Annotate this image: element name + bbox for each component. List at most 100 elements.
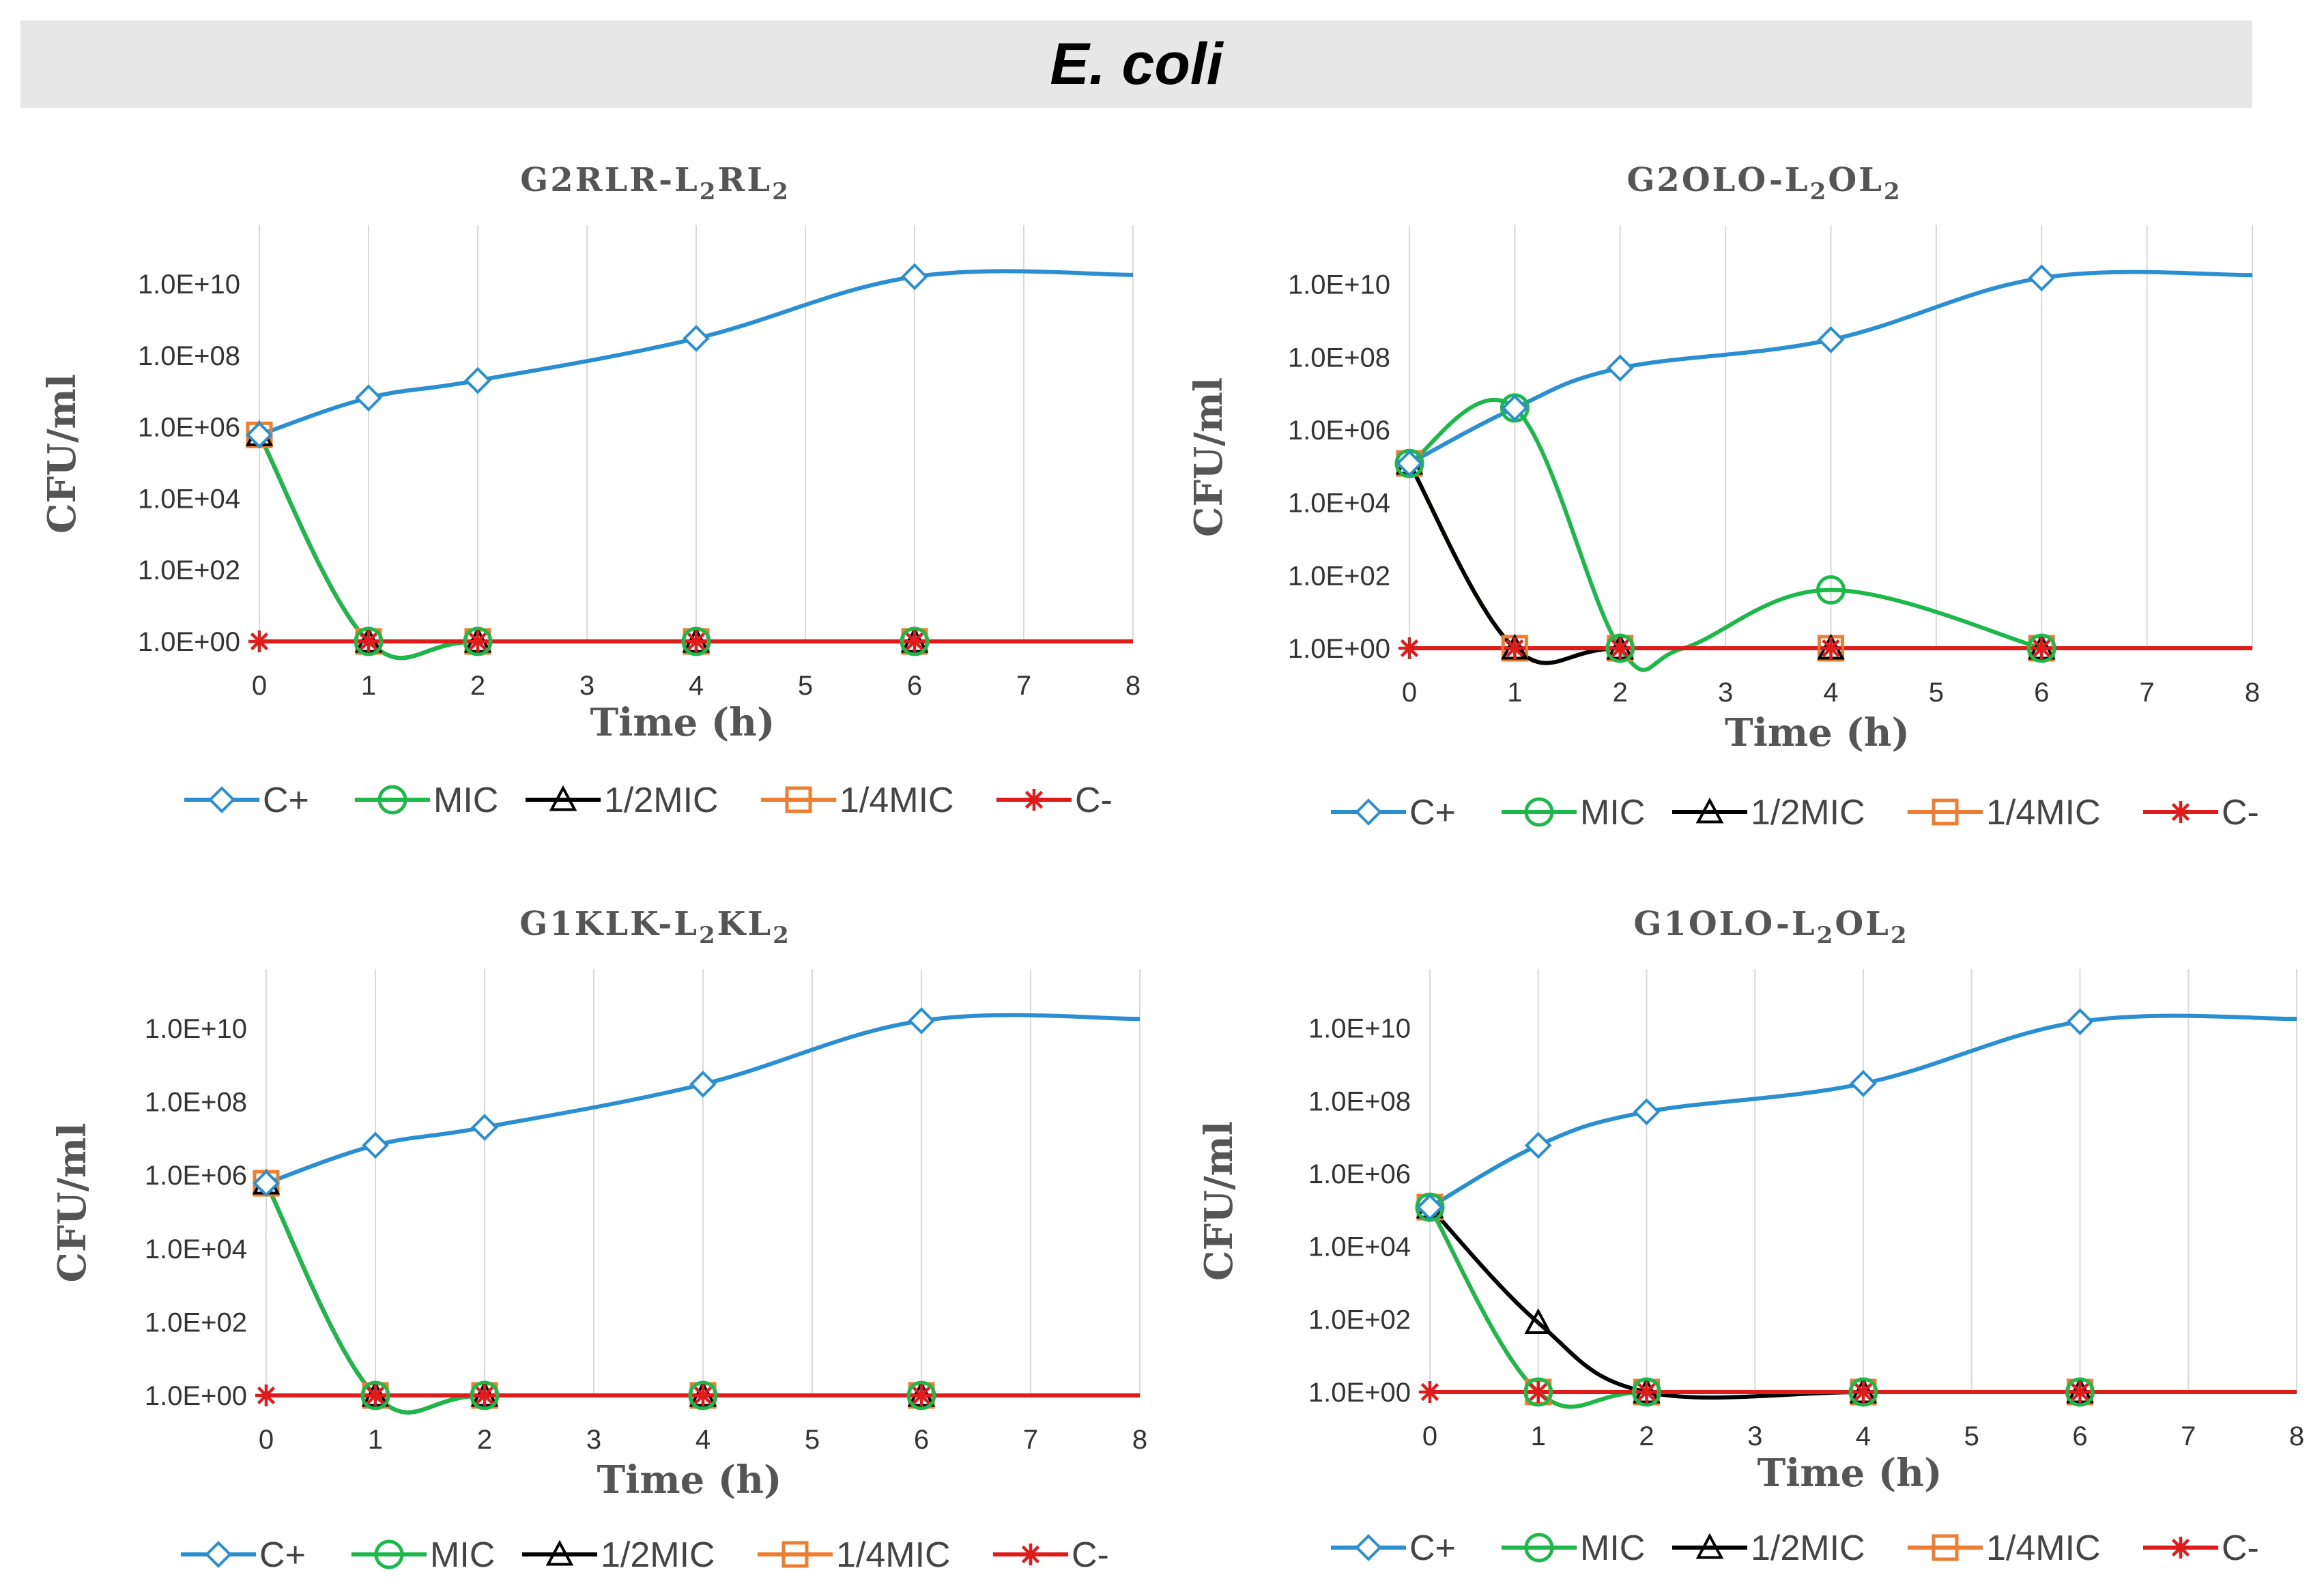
data-point-C+ <box>1850 1070 1877 1097</box>
legend-item: MIC <box>352 1535 495 1575</box>
legend-item: C+ <box>1331 1528 1456 1568</box>
x-tick-label: 0 <box>259 1425 274 1455</box>
data-point-C+ <box>355 384 382 411</box>
data-point-C- <box>692 1385 714 1406</box>
y-tick-label: 1.0E+08 <box>145 1088 247 1118</box>
y-tick-label: 1.0E+08 <box>1308 1086 1411 1116</box>
data-point-C- <box>358 631 379 652</box>
data-point-C- <box>1852 1381 1874 1403</box>
legend-item: MIC <box>355 781 498 820</box>
legend-marker <box>2170 801 2192 823</box>
y-tick-label: 1.0E+04 <box>1288 489 1390 519</box>
x-tick-label: 8 <box>1125 671 1141 701</box>
data-point-MIC <box>463 626 493 656</box>
x-tick-label: 6 <box>2072 1421 2087 1451</box>
data-point-1-2MIC <box>1524 1308 1553 1334</box>
x-tick-label: 2 <box>1613 678 1628 708</box>
legend-label: MIC <box>430 1535 495 1575</box>
data-point-C- <box>248 631 270 652</box>
legend-label: MIC <box>433 781 498 820</box>
legend-marker <box>2170 1537 2192 1559</box>
data-point-MIC <box>688 1380 718 1410</box>
y-axis-label: CFU/ml <box>1186 377 1231 537</box>
legend-item: C+ <box>1331 793 1456 832</box>
data-point-MIC <box>1632 1377 1661 1407</box>
legend-item: C- <box>2143 1528 2259 1568</box>
y-tick-label: 1.0E+06 <box>1308 1159 1411 1189</box>
data-point-C+ <box>2028 264 2056 292</box>
legend-label: C+ <box>1409 1528 1456 1568</box>
data-point-C- <box>1398 637 1420 659</box>
x-tick-label: 0 <box>1402 678 1417 708</box>
legend-marker <box>1023 789 1045 811</box>
data-point-C+ <box>908 1007 935 1034</box>
legend-marker <box>781 1541 809 1568</box>
x-tick-label: 7 <box>1023 1425 1038 1455</box>
data-point-C- <box>1635 1381 1658 1403</box>
data-point-C- <box>1527 1381 1549 1403</box>
x-tick-label: 1 <box>368 1425 383 1455</box>
y-tick-label: 1.0E+02 <box>1288 561 1390 591</box>
legend-item: 1/2MIC <box>1672 793 1865 832</box>
legend-item: MIC <box>1502 1528 1645 1568</box>
x-tick-label: 4 <box>689 671 704 701</box>
data-point-C+ <box>1416 1193 1444 1221</box>
y-tick-label: 1.0E+02 <box>1308 1305 1411 1335</box>
legend-marker <box>1524 797 1554 827</box>
data-point-C+ <box>1633 1098 1661 1126</box>
legend-label: 1/4MIC <box>1986 793 2101 832</box>
legend-marker <box>549 785 577 811</box>
y-tick-label: 1.0E+08 <box>1288 343 1390 373</box>
x-tick-label: 3 <box>1747 1421 1762 1451</box>
x-tick-label: 0 <box>252 671 267 701</box>
x-axis-label: Time (h) <box>597 1458 781 1503</box>
data-point-C+ <box>1524 1131 1552 1159</box>
x-axis-label: Time (h) <box>1757 1451 1942 1496</box>
legend-item: 1/4MIC <box>761 781 954 820</box>
data-point-C- <box>474 1385 496 1406</box>
legend-label: C+ <box>263 781 309 820</box>
data-point-C- <box>1504 637 1526 659</box>
chart-4: 0 1 2 3 4 5 6 7 8 1.0E+00 1.0E+02 1.0E+04 1.0E+06 1.0… <box>1196 905 2304 1568</box>
x-tick-label: 8 <box>2245 678 2260 708</box>
data-point-C+ <box>683 325 710 352</box>
y-tick-label: 1.0E+10 <box>1288 270 1390 300</box>
data-point-C+ <box>253 1170 280 1197</box>
x-tick-label: 4 <box>1823 678 1838 708</box>
x-tick-label: 4 <box>1856 1421 1871 1451</box>
data-point-C+ <box>901 263 928 291</box>
data-point-C+ <box>1396 450 1423 477</box>
x-axis-label: Time (h) <box>590 700 775 745</box>
x-tick-label: 8 <box>1132 1425 1147 1455</box>
y-tick-label: 1.0E+06 <box>1288 416 1390 446</box>
data-point-C- <box>1609 637 1631 659</box>
data-point-C- <box>364 1385 386 1406</box>
legend-label: C- <box>1075 781 1113 820</box>
x-tick-label: 5 <box>1964 1421 1979 1451</box>
legend-item: C+ <box>184 781 309 820</box>
data-point-MIC <box>906 1380 936 1410</box>
legend-marker <box>1355 798 1382 826</box>
data-point-C- <box>255 1385 277 1406</box>
legend-item: 1/2MIC <box>526 781 719 820</box>
chart-2: 0 1 2 3 4 5 6 7 8 1.0E+00 1.0E+02 1.0E+04 1.0E+06 1.0… <box>1186 161 2260 832</box>
legend-marker <box>1695 797 1724 824</box>
legend-label: C- <box>1072 1535 1109 1575</box>
legend-item: 1/4MIC <box>1908 793 2101 832</box>
legend-label: C- <box>2222 1528 2259 1568</box>
y-tick-label: 1.0E+00 <box>138 627 240 657</box>
x-tick-label: 1 <box>1507 678 1522 708</box>
chart-title: G2OLO-L2OL2 <box>1626 161 1902 205</box>
legend-label: MIC <box>1580 793 1645 832</box>
y-tick-label: 1.0E+00 <box>1288 634 1390 664</box>
legend-label: 1/2MIC <box>1751 793 1865 832</box>
x-tick-label: 5 <box>1929 678 1944 708</box>
x-tick-label: 1 <box>1531 1421 1546 1451</box>
legend-item: C- <box>996 781 1113 820</box>
x-tick-label: 6 <box>914 1425 929 1455</box>
legend-item: C- <box>2143 793 2259 832</box>
y-axis-label: CFU/ml <box>40 374 85 534</box>
data-point-C+ <box>471 1114 498 1141</box>
legend-item: MIC <box>1502 793 1645 832</box>
